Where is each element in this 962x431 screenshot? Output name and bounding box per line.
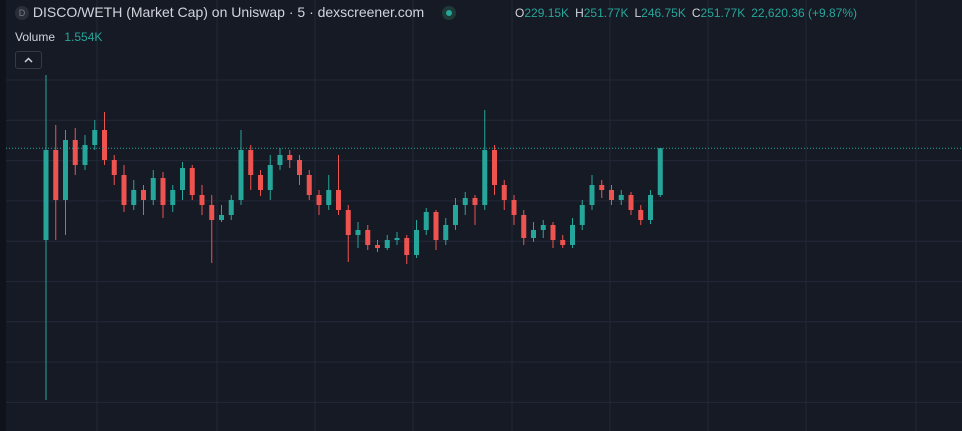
candle-body <box>258 175 263 190</box>
legend-value: 251.77K <box>700 6 746 20</box>
volume-value: 1.554K <box>64 30 103 44</box>
candle-body <box>638 210 644 220</box>
legend-key: L <box>634 6 642 20</box>
candle-body <box>511 200 517 215</box>
volume-label: Volume <box>15 30 56 44</box>
candle-body <box>306 175 312 195</box>
legend-key: C <box>691 6 701 20</box>
left-edge <box>0 0 6 431</box>
candle-body <box>228 200 234 215</box>
candle-body <box>550 225 556 240</box>
candle-body <box>316 195 322 205</box>
candle-body <box>492 150 497 185</box>
candle-body <box>238 150 244 200</box>
candle-body <box>121 175 127 205</box>
candle-body <box>628 195 634 210</box>
status-dot <box>442 6 457 21</box>
candle-body <box>531 230 536 238</box>
change: 22,620.36 (+9.87%) <box>751 6 857 20</box>
candle-body <box>570 225 575 245</box>
candle-body <box>111 160 117 175</box>
header: D DISCO/WETH (Market Cap) on Uniswap · 5… <box>15 4 457 21</box>
candle-body <box>336 190 341 210</box>
collapse-button[interactable] <box>15 51 42 69</box>
candle-body <box>141 190 146 200</box>
legend-value: 246.75K <box>641 6 686 20</box>
candle-body <box>43 150 49 240</box>
candle-body <box>414 230 419 255</box>
candle-body <box>180 168 185 190</box>
chevron-icon <box>24 57 33 63</box>
candle-body <box>404 238 410 255</box>
candle-body <box>53 150 59 200</box>
candle-body <box>326 190 332 205</box>
candle-body <box>150 178 156 200</box>
candle-body <box>131 190 137 205</box>
grid <box>6 0 962 431</box>
candle-body <box>657 148 663 195</box>
candle-body <box>521 215 527 238</box>
candle-body <box>199 195 205 205</box>
candle-body <box>648 195 653 220</box>
candle-body <box>609 190 614 200</box>
candle-body <box>92 130 98 145</box>
token-icon: D <box>15 6 29 21</box>
candle-body <box>560 240 566 245</box>
candle-body <box>482 150 488 205</box>
candle-body <box>287 155 293 160</box>
candle-body <box>618 195 624 200</box>
candle-body <box>433 212 439 240</box>
chart-title: DISCO/WETH (Market Cap) on Uniswap · 5 ·… <box>32 4 425 20</box>
candle-body <box>82 145 88 165</box>
candle-body <box>102 130 107 160</box>
candle-body <box>501 185 507 200</box>
volume-legend: Volume 1.554K <box>15 30 102 44</box>
candle-body <box>248 150 254 175</box>
candle-body <box>423 212 429 230</box>
legend-key: H <box>575 6 584 20</box>
candle-body <box>384 240 390 248</box>
candle-body <box>579 205 585 225</box>
candle-body <box>297 160 302 175</box>
candle-body <box>394 238 400 240</box>
candle-body <box>599 185 605 190</box>
plot <box>6 75 962 400</box>
candle-body <box>453 205 458 225</box>
candle-body <box>72 140 78 165</box>
candle-body <box>209 205 215 220</box>
ohlc-legend: O229.15K H251.77K L246.75K C251.77K 22,620.3… <box>515 6 863 20</box>
candle-body <box>160 178 166 205</box>
candle-body <box>277 155 283 165</box>
candle-body <box>365 230 371 245</box>
legend-key: O <box>515 6 525 20</box>
candle-body <box>170 190 176 205</box>
legend-value: 251.77K <box>583 6 629 20</box>
candle-body <box>355 230 361 235</box>
candle-body <box>375 245 380 248</box>
candle-body <box>589 185 595 205</box>
candle-body <box>189 168 195 195</box>
candle-body <box>443 225 449 240</box>
candle-body <box>267 165 273 190</box>
candle-body <box>345 210 351 235</box>
legend-value: 229.15K <box>524 6 570 20</box>
candle-body <box>219 215 224 220</box>
candle-body <box>462 198 468 205</box>
candle-body <box>540 225 546 230</box>
candle-body <box>63 140 68 200</box>
candle-body <box>472 198 478 205</box>
